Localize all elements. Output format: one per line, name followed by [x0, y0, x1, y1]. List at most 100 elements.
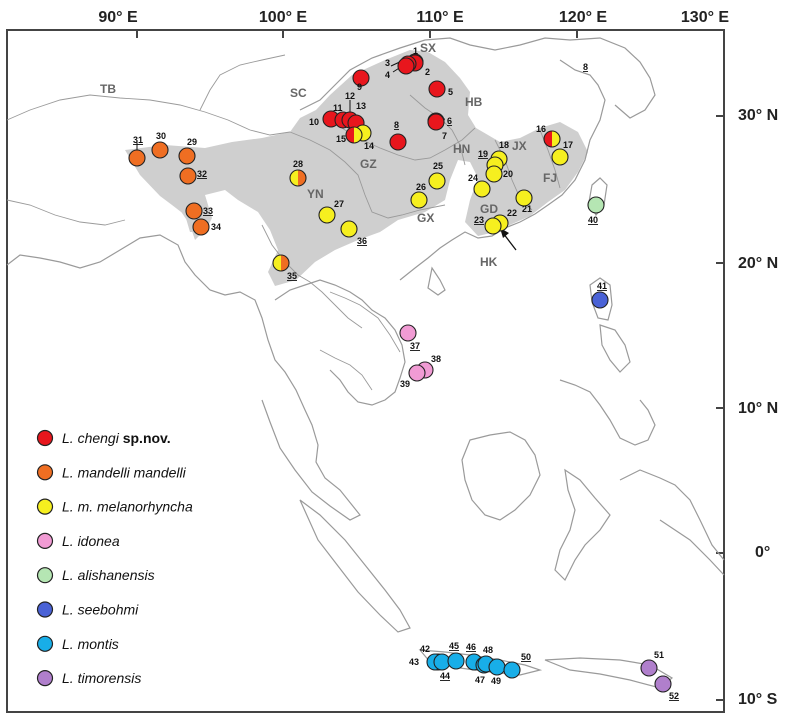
- site-label: 4: [385, 70, 390, 80]
- site-label: 51: [654, 650, 664, 660]
- site-marker: [427, 113, 445, 131]
- site-label: 30: [156, 131, 166, 141]
- site-marker: [654, 675, 672, 693]
- site-label: 14: [364, 141, 374, 151]
- site-marker-half: [552, 131, 560, 147]
- site-marker: [192, 218, 210, 236]
- site-39: 39: [400, 364, 426, 389]
- site-50: 50: [503, 652, 531, 679]
- legend-label: L. idonea: [62, 533, 120, 549]
- site-marker: [591, 291, 609, 309]
- site-label: 1: [413, 46, 418, 56]
- site-marker: [178, 147, 196, 165]
- site-marker-outline: [543, 130, 561, 148]
- site-marker-outline: [272, 254, 290, 272]
- site-marker: [340, 220, 358, 238]
- legend-marker: [36, 601, 54, 618]
- site-label: 12: [345, 91, 355, 101]
- site-label: 52: [669, 691, 679, 701]
- site-marker-outline: [345, 126, 363, 144]
- site-marker: [428, 172, 446, 190]
- site-label: 11: [333, 103, 343, 113]
- site-15: 15: [336, 126, 363, 144]
- site-label: 3: [385, 58, 390, 68]
- site-marker: [185, 202, 203, 220]
- latitude-labels: 30° N 20° N 10° N 0° 10° S: [738, 107, 778, 708]
- site-49: 49: [488, 658, 506, 686]
- site-marker-half: [346, 127, 354, 143]
- site-label: 46: [466, 642, 476, 652]
- region-label: SC: [290, 86, 307, 100]
- site-label: 8: [394, 120, 399, 130]
- region-label: SX: [420, 41, 436, 55]
- site-marker-outline: [289, 169, 307, 187]
- lat-label: 10° S: [738, 691, 778, 708]
- site-label: 49: [491, 676, 501, 686]
- site-label: 16: [536, 124, 546, 134]
- site-label: 26: [416, 182, 426, 192]
- legend-label: L. timorensis: [62, 670, 141, 686]
- site-label: 20: [503, 169, 513, 179]
- site-marker-half: [290, 170, 298, 186]
- site-marker: [399, 324, 417, 342]
- lon-label: 120° E: [559, 9, 608, 26]
- site-label: 41: [597, 281, 607, 291]
- site-marker-half: [281, 255, 289, 271]
- site-20: 20: [485, 165, 513, 183]
- region-label: HK: [480, 255, 498, 269]
- site-45: 45: [447, 641, 465, 670]
- site-marker: [410, 191, 428, 209]
- site-label: 44: [440, 671, 450, 681]
- site-35: 35: [272, 254, 297, 281]
- legend-marker: [36, 429, 54, 447]
- site-label: 10: [309, 117, 319, 127]
- legend-marker: [36, 498, 54, 515]
- region-label: FJ: [543, 171, 557, 185]
- site-28: 28: [289, 159, 307, 187]
- site-label: 35: [287, 271, 297, 281]
- site-marker: [397, 57, 415, 75]
- site-51: 51: [640, 650, 664, 677]
- site-label: 7: [442, 131, 447, 141]
- region-label: GZ: [360, 157, 377, 171]
- top-right-label: 8: [583, 62, 588, 72]
- region-label: HB: [465, 95, 483, 109]
- site-label: 36: [357, 236, 367, 246]
- site-25: 25: [428, 161, 446, 190]
- borders: [6, 54, 561, 391]
- lat-label: 30° N: [738, 107, 778, 124]
- site-5: 5: [428, 80, 453, 98]
- site-label: 48: [483, 645, 493, 655]
- legend-label: L. chengi sp.nov.: [62, 430, 171, 446]
- site-label: 38: [431, 354, 441, 364]
- region-label: TB: [100, 82, 116, 96]
- site-label: 23: [474, 215, 484, 225]
- legend: L. chengi sp.nov. L. mandelli mandelli L. …: [36, 429, 193, 687]
- lon-label: 100° E: [259, 9, 308, 26]
- site-8: 8: [389, 120, 407, 151]
- site-label: 37: [410, 341, 420, 351]
- region-label: GD: [480, 202, 498, 216]
- site-label: 19: [478, 149, 488, 159]
- site-label: 17: [563, 140, 573, 150]
- site-marker: [151, 141, 169, 159]
- site-marker-half: [544, 131, 552, 147]
- site-label: 24: [468, 173, 478, 183]
- site-label: 45: [449, 641, 459, 651]
- site-marker-half: [298, 170, 306, 186]
- site-label: 15: [336, 134, 346, 144]
- site-label: 34: [211, 222, 221, 232]
- site-label: 9: [357, 82, 362, 92]
- lon-label: 90° E: [98, 9, 138, 26]
- tick-marks: [136, 30, 724, 701]
- site-27: 27: [318, 199, 344, 224]
- site-marker-half: [273, 255, 281, 271]
- site-4: 4: [385, 57, 415, 80]
- site-label: 31: [133, 135, 143, 145]
- site-40: 40: [587, 196, 605, 225]
- site-label: 50: [521, 652, 531, 662]
- site-7: 7: [427, 113, 447, 141]
- site-23: 23: [474, 215, 502, 235]
- site-label: 42: [420, 644, 430, 654]
